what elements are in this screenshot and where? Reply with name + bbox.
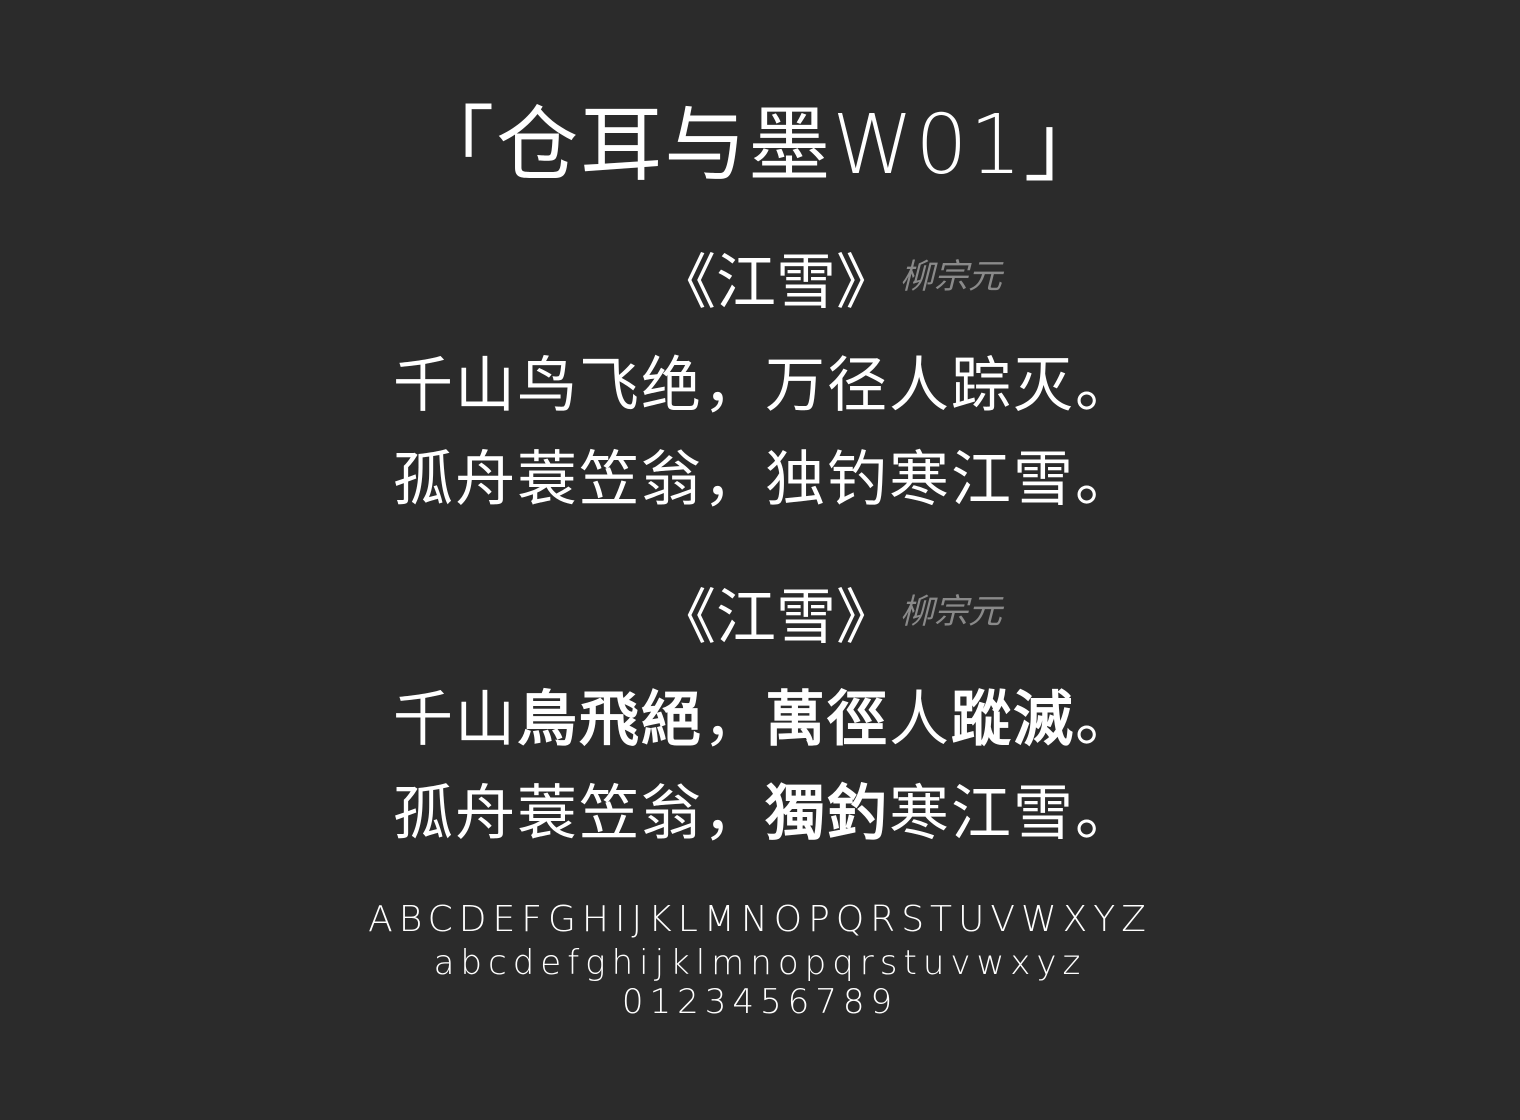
text-segment-bold: 鳥飛絕 [517, 685, 703, 755]
text-segment: 寒江雪。 [889, 779, 1137, 849]
text-segment: 。 [1075, 685, 1137, 755]
text-segment: 人 [889, 685, 951, 755]
poem-heading-simplified: 《江雪》 柳宗元 [656, 243, 1002, 323]
font-name-title: 「仓耳与墨W01」 [412, 98, 1108, 193]
poem-author: 柳宗元 [900, 257, 1002, 297]
poem-line-simplified-2: 孤舟蓑笠翁，独钓寒江雪。 [393, 445, 1137, 515]
poem-line-traditional-2: 孤舟蓑笠翁，獨釣寒江雪。 [393, 774, 1137, 854]
text-segment-bold: 獨釣 [765, 779, 889, 849]
poem-title: 《江雪》 [656, 583, 896, 653]
lowercase-alphabet: abcdefghijklmnopqrstuvwxyz [433, 943, 1087, 983]
poem-heading-traditional: 《江雪》 柳宗元 [656, 578, 1002, 658]
poem-line-simplified-1: 千山鸟飞绝，万径人踪灭。 [393, 351, 1137, 421]
text-segment: 孤舟蓑笠翁， [393, 779, 765, 849]
text-segment: ， [703, 685, 765, 755]
text-segment: 千山 [393, 685, 517, 755]
poem-author: 柳宗元 [900, 592, 1002, 632]
digits: 0123456789 [621, 982, 899, 1022]
poem-line-traditional-1: 千山鳥飛絕，萬徑人蹤滅。 [393, 680, 1137, 760]
text-segment-bold: 蹤滅 [951, 685, 1075, 755]
poem-title: 《江雪》 [656, 248, 896, 318]
text-segment-bold: 萬徑 [765, 685, 889, 755]
uppercase-alphabet: ABCDEFGHIJKLMNOPQRSTUVWXYZ [368, 899, 1152, 940]
